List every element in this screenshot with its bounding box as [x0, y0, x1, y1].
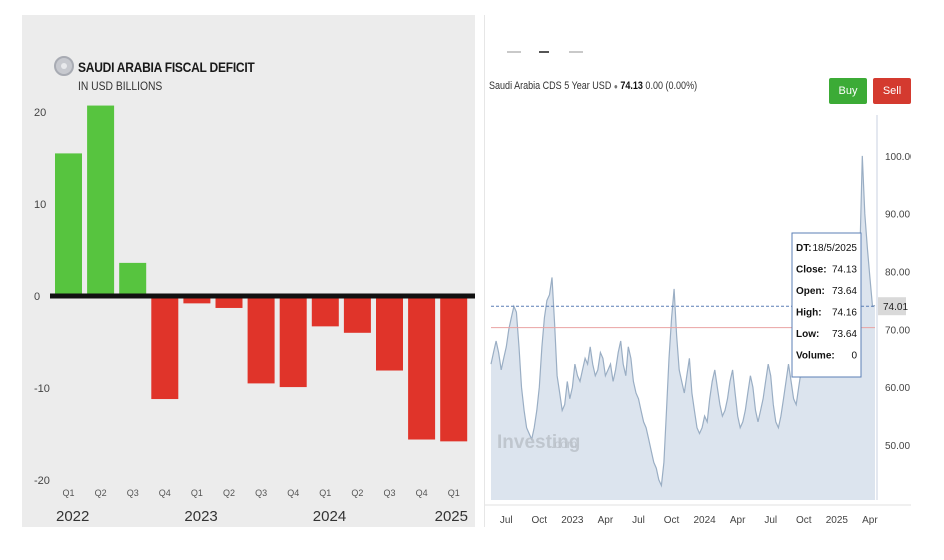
bar — [55, 153, 82, 296]
tooltip-value: 18/5/2025 — [813, 243, 858, 254]
separator-dot-icon: ● — [613, 82, 618, 91]
investing-watermark-suffix: .com — [551, 437, 577, 451]
bar — [440, 296, 468, 442]
x-tick-label: Apr — [730, 515, 746, 526]
fiscal-deficit-panel: SAUDI ARABIA FISCAL DEFICIT IN USD BILLI… — [22, 15, 475, 527]
year-label: 2025 — [435, 508, 468, 525]
x-tick-label: Oct — [664, 515, 680, 526]
y-tick-label: 20 — [34, 107, 46, 119]
x-tick-label: Apr — [862, 515, 878, 526]
y-tick-label: 0 — [34, 291, 40, 303]
cds-chart-panel: Saudi Arabia CDS 5 Year USD ● 74.13 0.00… — [484, 15, 911, 527]
bar — [408, 296, 436, 440]
tooltip-value: 74.16 — [832, 308, 857, 319]
bar — [376, 296, 403, 371]
x-tick-label: Oct — [796, 515, 812, 526]
x-tick-label: 2025 — [826, 515, 849, 526]
x-tick-label: Q2 — [351, 488, 363, 498]
x-tick-label: Q1 — [62, 488, 74, 498]
sell-button[interactable]: Sell — [873, 78, 911, 104]
buy-button[interactable]: Buy — [829, 78, 867, 104]
instrument-name: Saudi Arabia CDS 5 Year USD — [489, 80, 612, 92]
left-chart-subtitle: IN USD BILLIONS — [78, 79, 163, 93]
tooltip-label: High: — [796, 308, 822, 319]
x-tick-label: Jul — [632, 515, 645, 526]
y-tick-label: -20 — [34, 475, 50, 487]
current-price-label: 74.01 — [883, 302, 908, 313]
x-tick-label: Q4 — [159, 488, 171, 498]
tooltip-value: 0 — [851, 351, 857, 362]
x-tick-label: Q1 — [448, 488, 460, 498]
y-tick-label: 90.00 — [885, 210, 910, 221]
chart-tab-indicator[interactable] — [507, 51, 521, 53]
x-tick-label: Q2 — [223, 488, 235, 498]
bar — [215, 296, 243, 308]
bar — [119, 262, 147, 296]
y-tick-label: 100.00 — [885, 152, 911, 163]
instrument-header: Saudi Arabia CDS 5 Year USD ● 74.13 0.00… — [489, 80, 697, 92]
x-tick-label: Apr — [598, 515, 614, 526]
chart-tab-indicator-active[interactable] — [539, 51, 549, 53]
y-tick-label: 70.00 — [885, 325, 910, 336]
y-tick-label: 60.00 — [885, 383, 910, 394]
ohlc-tooltip-box — [791, 232, 862, 378]
chart-tab-indicator[interactable] — [569, 51, 583, 53]
tooltip-value: 74.13 — [832, 265, 857, 276]
cds-area-fill — [491, 155, 875, 500]
y-tick-label: 80.00 — [885, 268, 910, 279]
globe-logo-icon — [54, 56, 74, 76]
x-tick-label: Q4 — [287, 488, 299, 498]
x-tick-label: 2023 — [561, 515, 584, 526]
price-change-pct: (0.00%) — [665, 80, 698, 92]
y-tick-label: 10 — [34, 199, 46, 211]
bar — [247, 296, 275, 384]
tooltip-value: 73.64 — [832, 286, 857, 297]
x-tick-label: Q1 — [191, 488, 203, 498]
bar — [279, 296, 307, 388]
tooltip-label: Close: — [796, 265, 827, 276]
year-label: 2023 — [184, 508, 217, 525]
year-label: 2022 — [56, 508, 89, 525]
tooltip-label: Low: — [796, 329, 819, 340]
x-tick-label: Jul — [500, 515, 513, 526]
bar — [183, 296, 211, 304]
tooltip-value: 73.64 — [832, 329, 857, 340]
y-tick-label: -10 — [34, 383, 50, 395]
x-tick-label: Q3 — [383, 488, 395, 498]
bar — [87, 105, 115, 296]
bar — [311, 296, 339, 327]
x-tick-label: Q4 — [416, 488, 428, 498]
price-change: 0.00 — [645, 80, 663, 92]
fiscal-deficit-bar-chart: -20 -10 0 10 20 Q1 Q2 Q3 Q4 Q1 Q2 Q3 Q4 Q1 Q2 Q3 Q4 Q1 202… — [34, 105, 475, 525]
year-label: 2024 — [313, 508, 346, 525]
x-tick-label: Q2 — [95, 488, 107, 498]
bar — [151, 296, 179, 400]
bar — [343, 296, 371, 333]
x-tick-label: Q3 — [255, 488, 267, 498]
x-tick-label: Jul — [764, 515, 777, 526]
x-tick-label: Q3 — [127, 488, 139, 498]
left-chart-title: SAUDI ARABIA FISCAL DEFICIT — [78, 59, 255, 75]
current-price-tag — [878, 297, 906, 316]
x-tick-label: Oct — [532, 515, 548, 526]
y-tick-label: 50.00 — [885, 441, 910, 452]
cds-line-chart: 50.00 60.00 70.00 80.00 90.00 100.00 74.01 Jul O… — [485, 115, 911, 526]
tooltip-label: Open: — [796, 286, 825, 297]
last-price: 74.13 — [620, 80, 643, 92]
x-tick-label: 2024 — [693, 515, 716, 526]
investing-watermark: Investing — [497, 432, 580, 453]
tooltip-label: DT: — [796, 243, 812, 254]
x-tick-label: Q1 — [319, 488, 331, 498]
tooltip-label: Volume: — [796, 351, 835, 362]
